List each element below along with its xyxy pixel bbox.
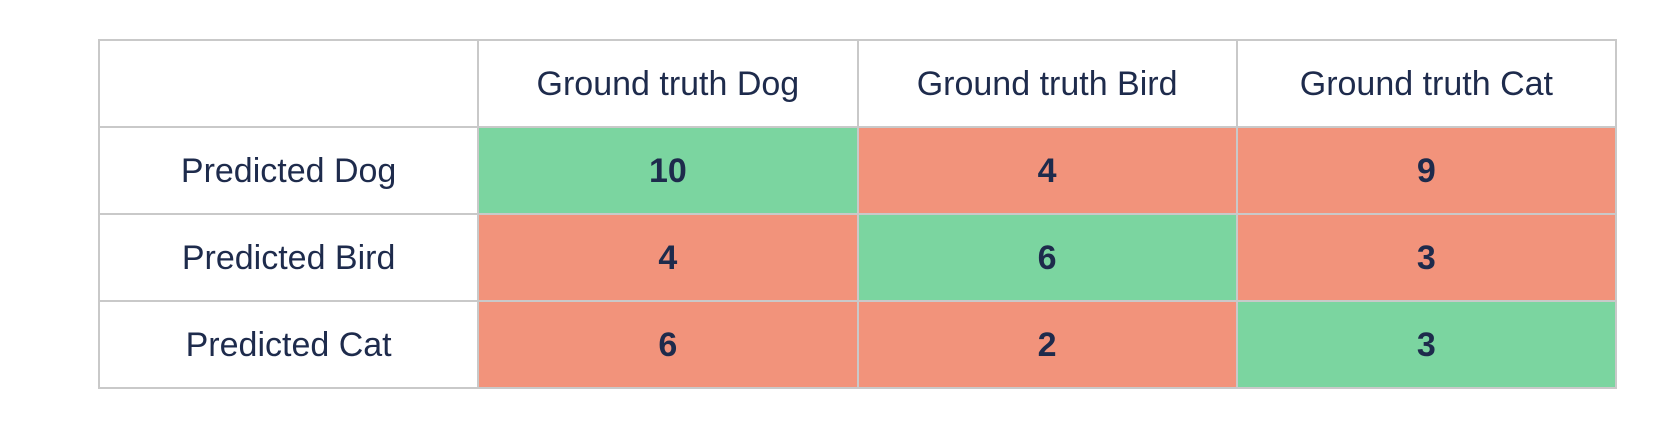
matrix-cell: 2: [856, 300, 1238, 389]
confusion-matrix: Ground truth Dog Ground truth Bird Groun…: [97, 39, 1618, 389]
matrix-cell: 3: [1235, 213, 1618, 302]
table-row-predicted-bird: Predicted Bird 4 6 3: [97, 213, 1618, 302]
matrix-cell: 6: [856, 213, 1238, 302]
confusion-matrix-table: Ground truth Dog Ground truth Bird Groun…: [97, 39, 1618, 389]
column-header-ground-truth-bird: Ground truth Bird: [856, 39, 1238, 128]
corner-cell: [97, 39, 480, 128]
matrix-cell: 4: [477, 213, 859, 302]
matrix-cell: 3: [1235, 300, 1618, 389]
header-row: Ground truth Dog Ground truth Bird Groun…: [97, 39, 1618, 128]
column-header-ground-truth-cat: Ground truth Cat: [1235, 39, 1618, 128]
matrix-cell: 6: [477, 300, 859, 389]
row-label-predicted-cat: Predicted Cat: [97, 300, 480, 389]
matrix-cell: 10: [477, 126, 859, 215]
table-row-predicted-dog: Predicted Dog 10 4 9: [97, 126, 1618, 215]
matrix-cell: 9: [1235, 126, 1618, 215]
column-header-ground-truth-dog: Ground truth Dog: [477, 39, 859, 128]
row-label-predicted-dog: Predicted Dog: [97, 126, 480, 215]
table-row-predicted-cat: Predicted Cat 6 2 3: [97, 300, 1618, 389]
matrix-cell: 4: [856, 126, 1238, 215]
row-label-predicted-bird: Predicted Bird: [97, 213, 480, 302]
